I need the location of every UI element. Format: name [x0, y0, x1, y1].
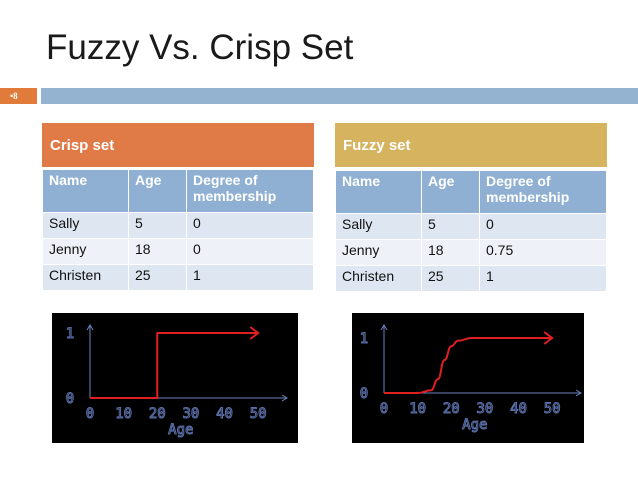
x-tick-label: 10 [409, 401, 426, 417]
cell-age: 18 [128, 238, 187, 265]
x-axis-title: Age [168, 422, 193, 438]
table-header-row: Name Age Degree of membership [335, 170, 607, 214]
x-tick-label: 50 [250, 406, 267, 422]
cell-age: 5 [128, 212, 187, 239]
cell-age: 18 [421, 239, 480, 266]
x-tick-label: 0 [380, 401, 388, 417]
x-tick-label: 20 [149, 406, 166, 422]
x-tick-label: 10 [115, 406, 132, 422]
y-tick-label: 0 [66, 391, 74, 407]
cell-name: Christen [42, 264, 129, 291]
table-row: Christen 25 1 [335, 265, 607, 292]
x-tick-label: 40 [510, 401, 527, 417]
fuzzy-membership-graph: 0 10 20 30 40 50 0 1 Age [352, 313, 584, 443]
table-header-row: Name Age Degree of membership [42, 169, 314, 213]
cell-name: Jenny [42, 238, 129, 265]
table-row: Jenny 18 0 [42, 238, 314, 265]
slide-number: •8 [0, 88, 37, 104]
x-axis-arrow [575, 389, 582, 397]
cell-name: Christen [335, 265, 422, 292]
y-axis-arrow [86, 324, 94, 331]
cell-membership: 0 [186, 212, 314, 239]
column-header-name: Name [42, 169, 129, 213]
crisp-set-table: Name Age Degree of membership Sally 5 0 … [42, 169, 314, 291]
x-tick-label: 40 [216, 406, 233, 422]
column-header-membership: Degree of membership [186, 169, 314, 213]
table-row: Sally 5 0 [335, 213, 607, 240]
y-tick-label: 0 [360, 386, 368, 402]
y-tick-label: 1 [66, 326, 74, 342]
cell-age: 25 [421, 265, 480, 292]
series-arrowhead [543, 331, 554, 345]
fuzzy-set-table: Name Age Degree of membership Sally 5 0 … [335, 170, 607, 292]
membership-curve [383, 337, 553, 394]
cell-name: Jenny [335, 239, 422, 266]
column-header-name: Name [335, 170, 422, 214]
cell-age: 25 [128, 264, 187, 291]
cell-membership: 0 [186, 238, 314, 265]
crisp-membership-graph: 0 10 20 30 40 50 0 1 Age [52, 313, 298, 443]
column-header-age: Age [421, 170, 480, 214]
y-tick-label: 1 [360, 331, 368, 347]
cell-membership: 0 [479, 213, 607, 240]
cell-age: 5 [421, 213, 480, 240]
fuzzy-graph-svg: 0 10 20 30 40 50 0 1 Age [359, 324, 582, 434]
cell-name: Sally [42, 212, 129, 239]
cell-membership: 1 [186, 264, 314, 291]
cell-membership: 1 [479, 265, 607, 292]
x-tick-label: 30 [476, 401, 493, 417]
x-axis-title: Age [462, 417, 487, 433]
column-header-membership: Degree of membership [479, 170, 607, 214]
x-tick-label: 20 [443, 401, 460, 417]
slide-title: Fuzzy Vs. Crisp Set [46, 28, 354, 67]
x-tick-label: 30 [182, 406, 199, 422]
x-tick-label: 0 [86, 406, 94, 422]
series-arrowhead [249, 326, 260, 340]
table-row: Sally 5 0 [42, 212, 314, 239]
table-row: Jenny 18 0.75 [335, 239, 607, 266]
table-row: Christen 25 1 [42, 264, 314, 291]
crisp-graph-svg: 0 10 20 30 40 50 0 1 Age [65, 324, 288, 439]
membership-line [90, 332, 259, 399]
x-tick-label: 50 [544, 401, 561, 417]
header-bar [41, 88, 638, 104]
y-axis-arrow [380, 324, 388, 331]
x-axis-arrow [281, 394, 288, 402]
column-header-age: Age [128, 169, 187, 213]
cell-name: Sally [335, 213, 422, 240]
crisp-set-title: Crisp set [42, 123, 314, 167]
cell-membership: 0.75 [479, 239, 607, 266]
fuzzy-set-title: Fuzzy set [335, 123, 607, 167]
